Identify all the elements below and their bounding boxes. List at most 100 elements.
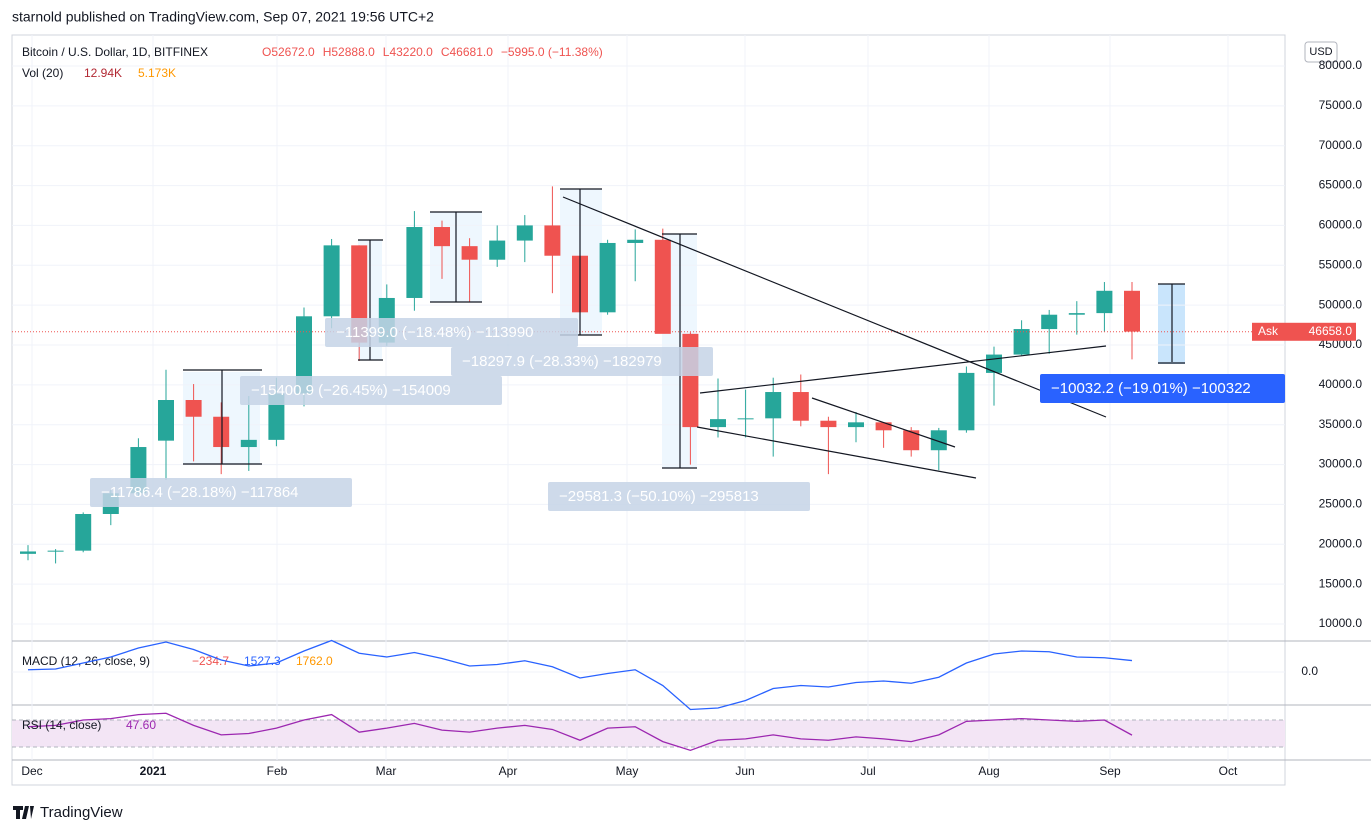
ask-value: 46658.0 <box>1309 324 1353 338</box>
candle-body <box>958 372 975 431</box>
ohlc-value: L43220.0 <box>383 45 433 59</box>
measure-box <box>451 347 713 376</box>
y-tick-label: 55000.0 <box>1319 257 1363 271</box>
candle-body <box>434 227 450 247</box>
y-tick-label: 30000.0 <box>1319 457 1363 471</box>
measure-text: −15400.9 (−26.45%) −154009 <box>251 382 451 399</box>
candle-body <box>930 430 947 451</box>
volume-ma: 5.173K <box>138 66 176 80</box>
measure-box <box>90 478 352 507</box>
y-tick-label: 40000.0 <box>1319 377 1363 391</box>
currency-button[interactable] <box>1304 41 1338 63</box>
y-tick-label: 65000.0 <box>1319 178 1363 192</box>
ohlc-value: C46681.0 <box>441 45 493 59</box>
candle-body <box>737 418 754 420</box>
candle-body <box>848 422 864 428</box>
ohlc-legend: O52672.0 H52888.0 L43220.0 C46681.0 −5995.0 … <box>262 45 603 59</box>
candle-body <box>792 392 809 421</box>
candle-body <box>323 245 340 317</box>
rsi-line <box>27 712 1133 752</box>
ask-badge <box>1252 322 1356 341</box>
candle-body <box>489 240 506 260</box>
candle-body <box>1013 329 1030 355</box>
x-tick-label: Oct <box>1219 764 1238 778</box>
x-tick-label: Apr <box>499 764 518 778</box>
y-tick-label: 50000.0 <box>1319 297 1363 311</box>
measure-box <box>325 318 578 347</box>
y-tick-label: 20000.0 <box>1319 536 1363 550</box>
candle-body <box>820 420 837 428</box>
candle-body <box>213 416 230 448</box>
ohlc-value: O52672.0 <box>262 45 315 59</box>
macd-line: 1527.3 <box>244 654 281 668</box>
measure-text: −29581.3 (−50.10%) −295813 <box>559 488 759 505</box>
candle-body <box>158 400 174 441</box>
measure-labels: −11786.4 (−28.18%) −117864 −15400.9 (−26.… <box>90 318 1285 511</box>
volume-label: Vol (20) <box>22 66 63 80</box>
macd-hist: −234.7 <box>192 654 229 668</box>
candle-body <box>75 513 92 551</box>
brand: TradingView <box>40 804 123 821</box>
x-tick-label: May <box>616 764 639 778</box>
rsi-value: 47.60 <box>126 718 156 732</box>
ask-label: Ask <box>1258 324 1279 338</box>
candle-body <box>516 225 533 241</box>
candle-body <box>875 422 892 431</box>
ohlc-value: H52888.0 <box>323 45 375 59</box>
time-axis: Dec 2021 Feb Mar Apr May Jun Jul Aug Sep Oct <box>21 764 1238 778</box>
measure-text: −18297.9 (−28.33%) −182979 <box>462 353 662 370</box>
x-tick-label: 2021 <box>140 764 167 778</box>
candle-body <box>986 354 1002 373</box>
candle-body <box>1124 290 1140 332</box>
x-tick-label: Sep <box>1099 764 1121 778</box>
measure-text: −10032.2 (−19.01%) −100322 <box>1051 380 1251 397</box>
y-tick-label: 10000.0 <box>1319 616 1363 630</box>
y-tick-label: 60000.0 <box>1319 218 1363 232</box>
y-tick-label: 80000.0 <box>1319 58 1363 72</box>
measure-box <box>240 376 502 405</box>
published: starnold published on TradingView.com, S… <box>12 9 434 25</box>
macd-zero-label: 0.0 <box>1301 664 1318 678</box>
rsi-label: RSI (14, close) <box>22 718 101 732</box>
macd-signal: 1762.0 <box>296 654 333 668</box>
candle-body <box>1068 313 1085 315</box>
measure-box <box>1040 374 1285 403</box>
macd-line <box>27 639 1133 711</box>
ohlc-value: −5995.0 (−11.38%) <box>501 45 603 59</box>
measure-text: −11786.4 (−28.18%) −117864 <box>101 484 299 501</box>
currency[interactable]: USD <box>1309 46 1332 58</box>
candle-body <box>20 551 36 554</box>
trend-lines <box>183 188 1185 479</box>
candle-body <box>710 419 726 428</box>
candle-body <box>1041 314 1058 330</box>
measure-text: −11399.0 (−18.48%) −113990 <box>336 324 534 341</box>
candle-body <box>406 227 423 298</box>
candle-body <box>903 430 920 451</box>
candle-body <box>599 242 616 313</box>
x-tick-label: Mar <box>376 764 397 778</box>
candle-body <box>296 316 312 394</box>
candle-body <box>240 439 257 448</box>
y-tick-label: 35000.0 <box>1319 417 1363 431</box>
x-tick-label: Aug <box>978 764 999 778</box>
measure-box <box>548 482 810 511</box>
candle-body <box>185 400 202 417</box>
y-tick-label: 70000.0 <box>1319 138 1363 152</box>
candle-body <box>765 392 782 419</box>
candle-body <box>461 246 478 260</box>
x-tick-label: Jul <box>860 764 875 778</box>
x-tick-label: Jun <box>735 764 754 778</box>
candle-body <box>544 225 561 256</box>
candle-body <box>627 239 644 243</box>
x-tick-label: Dec <box>21 764 42 778</box>
x-tick-label: Feb <box>267 764 288 778</box>
candle-body <box>268 393 285 440</box>
symbol-title: Bitcoin / U.S. Dollar, 1D, BITFINEX <box>22 45 208 59</box>
brand-logo <box>13 806 34 819</box>
candle-body <box>654 239 671 334</box>
candle-body <box>47 550 64 552</box>
y-tick-label: 75000.0 <box>1319 98 1363 112</box>
macd-label: MACD (12, 26, close, 9) <box>22 654 150 668</box>
